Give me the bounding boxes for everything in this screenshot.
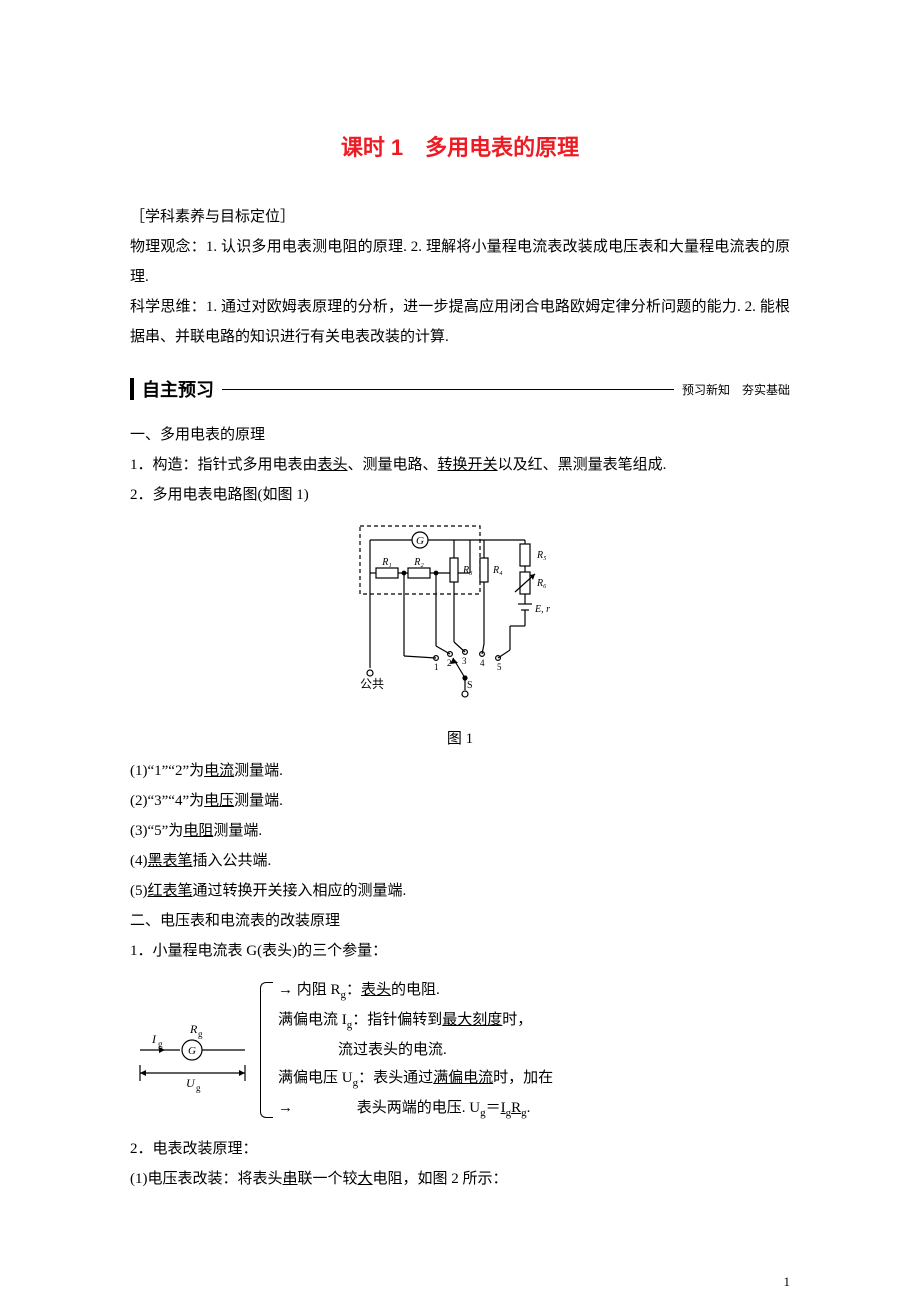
text: 测量端. [234, 793, 283, 809]
text: ：表头通过 [358, 1070, 433, 1086]
underline-text: IgRg [501, 1100, 527, 1116]
svg-text:R₂: R₂ [413, 557, 424, 568]
part-a-heading: 一、多用电表的原理 [130, 420, 790, 450]
svg-text:G: G [188, 1045, 196, 1057]
part-b-heading: 二、电压表和电流表的改装原理 [130, 906, 790, 936]
underline-text: 黑表笔 [148, 853, 193, 869]
svg-text:R₅: R₅ [536, 550, 547, 561]
underline-text: 电流 [204, 763, 234, 779]
circuit-svg: G R₁ R₂ [350, 518, 570, 718]
svg-text:1: 1 [434, 662, 439, 672]
text: (1)“1”“2”为 [130, 763, 204, 779]
part-b-sub1: (1)电压表改装：将表头串联一个较大电阻，如图 2 所示： [130, 1164, 790, 1194]
text: 、测量电路、 [348, 457, 438, 473]
underline-text: 红表笔 [148, 883, 193, 899]
objective-line-1: 物理观念：1. 认识多用电表测电阻的原理. 2. 理解将小量程电流表改装成电压表… [130, 232, 790, 292]
part-b-item2: 2．电表改装原理： [130, 1134, 790, 1164]
param-2: 满偏电流 Ig：指针偏转到最大刻度时， [278, 1006, 553, 1036]
svg-text:S: S [467, 680, 473, 691]
arrow-icon: → [278, 1100, 293, 1116]
svg-text:公共: 公共 [360, 677, 384, 691]
figure-1: G R₁ R₂ [130, 518, 790, 748]
text: ：指针偏转到 [352, 1012, 442, 1028]
svg-text:R₃: R₃ [462, 565, 473, 576]
svg-text:g: g [196, 1083, 201, 1093]
gauge-svg: I g G R g U g [130, 1005, 260, 1095]
params-brace: → 内阻 Rg：表头的电阻. 满偏电流 Ig：指针偏转到最大刻度时， 流过表头的… [260, 976, 553, 1124]
note-2: (2)“3”“4”为电压测量端. [130, 786, 790, 816]
text: 测量端. [213, 823, 262, 839]
text: ＝ [486, 1100, 501, 1116]
text: (2)“3”“4”为 [130, 793, 204, 809]
note-5: (5)红表笔通过转换开关接入相应的测量端. [130, 876, 790, 906]
text: 的电阻. [391, 982, 440, 998]
svg-text:R₆: R₆ [536, 578, 547, 589]
param-3: 满偏电压 Ug：表头通过满偏电流时，加在 [278, 1064, 553, 1094]
param-1: → 内阻 Rg：表头的电阻. [278, 976, 553, 1006]
svg-text:R₁: R₁ [381, 557, 392, 568]
svg-text:E, r: E, r [534, 604, 550, 615]
text: 测量端. [234, 763, 283, 779]
part-a-item1: 1．构造：指针式多用电表由表头、测量电路、转换开关以及红、黑测量表笔组成. [130, 450, 790, 480]
figure-1-caption: 图 1 [130, 727, 790, 748]
text: 以及红、黑测量表笔组成. [498, 457, 667, 473]
part-b-item1: 1．小量程电流表 G(表头)的三个参量： [130, 936, 790, 966]
svg-text:R₄: R₄ [492, 565, 503, 576]
svg-text:U: U [186, 1076, 196, 1090]
underline-text: 大 [358, 1171, 373, 1187]
section-right-text: 预习新知 夯实基础 [682, 381, 790, 398]
text: ： [346, 982, 361, 998]
text: R [511, 1100, 521, 1116]
underline-text: 表头 [361, 982, 391, 998]
text: . [527, 1100, 531, 1116]
underline-text: 串 [283, 1171, 298, 1187]
underline-text: 转换开关 [438, 457, 498, 473]
text: (5) [130, 883, 148, 899]
note-3: (3)“5”为电阻测量端. [130, 816, 790, 846]
objective-line-2: 科学思维：1. 通过对欧姆表原理的分析，进一步提高应用闭合电路欧姆定律分析问题的… [130, 292, 790, 352]
svg-text:5: 5 [497, 662, 502, 672]
underline-text: 最大刻度 [442, 1012, 502, 1028]
lesson-title: 课时 1 多用电表的原理 [130, 130, 790, 162]
svg-text:G: G [416, 535, 424, 547]
params-figure: I g G R g U g → 内阻 Rg：表头的电阻. [130, 976, 790, 1124]
text: 表头两端的电压. U [297, 1100, 480, 1116]
arrow-icon: → [278, 982, 293, 998]
note-4: (4)黑表笔插入公共端. [130, 846, 790, 876]
text: 1．构造：指针式多用电表由 [130, 457, 318, 473]
text: 内阻 R [297, 982, 341, 998]
underline-text: 表头 [318, 457, 348, 473]
svg-text:R: R [189, 1022, 198, 1036]
svg-text:g: g [158, 1039, 163, 1049]
svg-text:4: 4 [480, 658, 485, 668]
text: (3)“5”为 [130, 823, 183, 839]
param-3b: → 表头两端的电压. Ug＝IgRg. [278, 1094, 553, 1124]
text: 联一个较 [298, 1171, 358, 1187]
text: 电阻，如图 2 所示： [373, 1171, 508, 1187]
section-header: 自主预习 预习新知 夯实基础 [130, 376, 790, 402]
underline-text: 电压 [204, 793, 234, 809]
text: (1)电压表改装：将表头 [130, 1171, 283, 1187]
section-label: 自主预习 [142, 376, 214, 402]
svg-text:g: g [198, 1029, 203, 1039]
text: 通过转换开关接入相应的测量端. [193, 883, 407, 899]
objectives-heading: ［学科素养与目标定位］ [130, 202, 790, 232]
svg-text:I: I [151, 1032, 157, 1046]
part-a-item2: 2．多用电表电路图(如图 1) [130, 480, 790, 510]
section-rule [222, 389, 674, 390]
text: (4) [130, 853, 148, 869]
text: 满偏电压 U [278, 1070, 353, 1086]
page-number: 1 [0, 1274, 920, 1290]
note-1: (1)“1”“2”为电流测量端. [130, 756, 790, 786]
text: 满偏电流 I [278, 1012, 347, 1028]
underline-text: 电阻 [183, 823, 213, 839]
text: 插入公共端. [193, 853, 272, 869]
section-vbar [130, 378, 134, 400]
text: 时， [502, 1012, 532, 1028]
svg-text:3: 3 [462, 656, 467, 666]
param-2b: 流过表头的电流. [278, 1036, 553, 1065]
underline-text: 满偏电流 [433, 1070, 493, 1086]
text: 时，加在 [493, 1070, 553, 1086]
